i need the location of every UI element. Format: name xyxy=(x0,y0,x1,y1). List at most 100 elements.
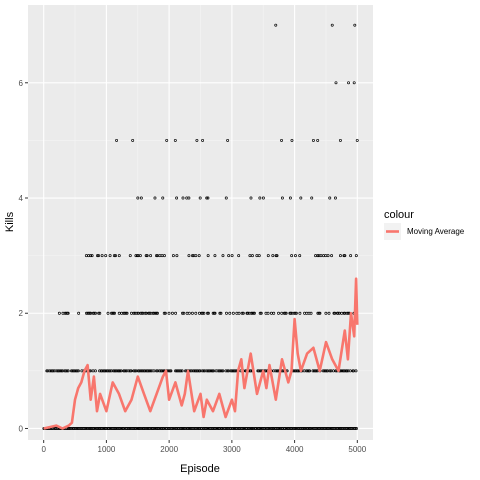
kill-point xyxy=(149,369,152,373)
kill-point xyxy=(277,311,280,315)
kill-point xyxy=(290,427,294,430)
kill-point xyxy=(338,138,342,142)
kill-point xyxy=(246,311,250,315)
kill-point xyxy=(108,369,112,373)
kill-point xyxy=(316,138,320,142)
kill-point xyxy=(135,311,139,315)
kill-point xyxy=(97,254,101,258)
kill-point xyxy=(213,427,217,430)
kill-point xyxy=(92,311,96,315)
kill-point xyxy=(298,254,302,258)
legend: colour Moving Average xyxy=(384,209,465,240)
kill-point xyxy=(112,311,116,315)
kill-point xyxy=(206,311,210,315)
kill-point xyxy=(175,254,179,258)
kill-point xyxy=(104,427,108,430)
kill-point xyxy=(354,369,358,373)
kill-point xyxy=(220,369,224,373)
kill-point xyxy=(156,311,159,315)
x-tick-label: 0 xyxy=(41,445,46,454)
kill-point xyxy=(228,311,232,315)
x-tick-label: 1000 xyxy=(98,445,116,454)
kill-point xyxy=(259,311,263,315)
kill-point xyxy=(155,254,158,258)
kill-point xyxy=(45,369,49,373)
kill-point xyxy=(336,311,340,315)
kill-point xyxy=(280,138,283,142)
kill-point xyxy=(220,427,224,430)
kill-point xyxy=(118,369,122,373)
kill-point xyxy=(252,311,256,315)
kill-point xyxy=(201,138,205,142)
x-axis-ticks: 0 1000 2000 3000 4000 5000 xyxy=(41,440,367,454)
kill-point xyxy=(250,254,254,258)
kill-point xyxy=(57,311,61,315)
kill-point xyxy=(181,311,184,315)
kill-point xyxy=(271,254,275,258)
kill-point xyxy=(184,427,188,430)
kill-point xyxy=(92,427,96,430)
kill-point xyxy=(272,311,276,315)
kill-point xyxy=(299,196,303,200)
kill-point xyxy=(218,311,222,315)
kill-point xyxy=(200,427,203,430)
kill-point xyxy=(334,369,338,373)
kill-point xyxy=(326,254,330,258)
y-axis-title: Kills xyxy=(4,211,16,232)
kill-point xyxy=(274,254,278,258)
kill-point xyxy=(224,196,228,200)
kill-point xyxy=(98,311,102,315)
kill-point xyxy=(316,254,320,258)
kill-point xyxy=(283,427,287,430)
kill-point xyxy=(93,369,97,373)
kill-point xyxy=(114,254,118,258)
kill-point xyxy=(171,254,175,258)
kill-point xyxy=(294,254,297,258)
kill-point xyxy=(113,311,117,315)
kill-point xyxy=(66,311,70,315)
kill-point xyxy=(183,427,187,430)
kill-point xyxy=(135,254,139,258)
y-tick-label: 2 xyxy=(19,309,24,318)
kill-point xyxy=(310,196,314,200)
kill-point xyxy=(213,254,217,258)
kill-point xyxy=(219,311,223,315)
kill-point xyxy=(353,23,357,27)
kill-point xyxy=(51,369,55,373)
kill-point xyxy=(258,311,262,315)
kill-point xyxy=(241,311,245,315)
kill-point xyxy=(171,427,175,430)
kill-point xyxy=(94,311,97,315)
kill-point xyxy=(249,196,253,200)
kill-point xyxy=(152,311,156,315)
kill-point xyxy=(179,369,183,373)
kill-point xyxy=(100,254,104,258)
kill-point xyxy=(221,254,225,258)
kill-point xyxy=(275,254,279,258)
kill-point xyxy=(206,196,210,200)
kill-point xyxy=(241,427,245,430)
kill-point xyxy=(237,311,241,315)
kill-point xyxy=(352,81,356,85)
kill-point xyxy=(180,369,184,373)
kill-point xyxy=(197,254,201,258)
kill-point xyxy=(202,311,206,315)
kill-point xyxy=(288,196,292,200)
kill-point xyxy=(258,196,262,200)
kill-point xyxy=(104,254,108,258)
kill-point xyxy=(206,254,210,258)
kill-point xyxy=(90,254,94,258)
kill-point xyxy=(124,311,128,315)
kill-point xyxy=(138,254,142,258)
kill-point xyxy=(161,196,165,200)
kill-point xyxy=(114,369,117,373)
kill-point xyxy=(115,138,119,142)
kill-point xyxy=(296,369,300,373)
x-tick-label: 4000 xyxy=(286,445,304,454)
kill-point xyxy=(328,196,332,200)
kill-point xyxy=(173,427,177,430)
y-tick-label: 0 xyxy=(19,424,24,433)
kill-point xyxy=(290,254,294,258)
kill-point xyxy=(108,254,112,258)
